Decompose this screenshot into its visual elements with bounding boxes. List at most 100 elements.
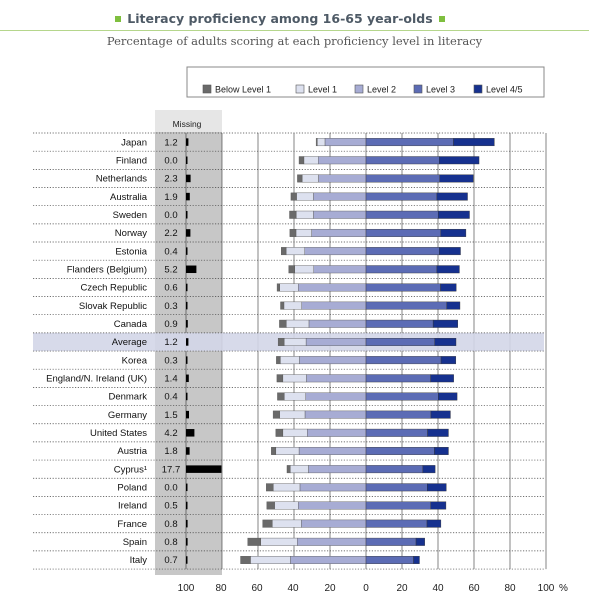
bar-level1-australia [296, 192, 314, 201]
bar-level45-england-n-ireland-uk [430, 374, 454, 383]
missing-header: Missing [173, 119, 202, 129]
bar-level3-czech-republic [365, 283, 441, 292]
missing-value-netherlands: 2.3 [164, 174, 177, 185]
bar-level1-average [283, 338, 307, 346]
bar-level3-sweden [365, 210, 439, 219]
x-tick-label: 20 [324, 583, 336, 594]
missing-bar-canada [186, 320, 188, 328]
bar-level1-ireland [274, 501, 299, 510]
missing-bar-spain [186, 538, 188, 546]
bar-level2-average [305, 338, 367, 346]
country-label-finland: Finland [116, 155, 147, 166]
title-rule [0, 30, 589, 31]
bar-level1-netherlands [301, 174, 319, 183]
missing-value-australia: 1.9 [164, 192, 177, 203]
bar-level1-flanders-belgium [294, 265, 315, 274]
x-axis: 100 80 60 40 20 0 20 40 60 80 100% [178, 583, 568, 594]
bar-level45-cyprus [422, 465, 436, 474]
title-bullet-left-icon [115, 15, 122, 22]
bar-level45-korea [440, 356, 457, 365]
bar-level2-netherlands [318, 174, 367, 183]
country-label-korea: Korea [122, 355, 148, 366]
bar-level2-spain [297, 537, 367, 546]
bar-below1-ireland [266, 501, 275, 510]
bar-level2-sweden [313, 210, 367, 219]
bar-level1-slovak-republic [283, 301, 302, 310]
bar-below1-germany [272, 410, 280, 419]
bar-level3-average [365, 338, 435, 346]
missing-value-average: 1.2 [164, 337, 177, 348]
bar-level3-canada [365, 319, 434, 328]
bar-level2-czech-republic [298, 283, 367, 292]
bar-level1-united-states [282, 428, 308, 437]
bar-level1-austria [275, 447, 300, 455]
country-label-czech-republic: Czech Republic [80, 283, 147, 294]
missing-bar-sweden [186, 211, 188, 219]
bar-level1-italy [250, 556, 291, 564]
country-label-slovak-republic: Slovak Republic [79, 301, 147, 312]
country-label-ireland: Ireland [118, 501, 147, 512]
country-label-australia: Australia [110, 192, 148, 203]
x-tick-label: 40 [432, 583, 444, 594]
missing-bar-cyprus [186, 465, 222, 473]
bar-level3-japan [365, 138, 454, 147]
bar-level2-united-states [307, 428, 367, 437]
missing-value-korea: 0.3 [164, 355, 177, 366]
x-tick-label: 80 [215, 583, 227, 594]
bar-level1-denmark [284, 392, 306, 401]
bar-below1-czech-republic [276, 283, 280, 292]
bar-level1-japan [317, 138, 326, 147]
bar-level45-average [434, 338, 457, 346]
bar-level2-finland [318, 156, 367, 165]
bar-level3-netherlands [365, 174, 441, 183]
bar-level45-norway [440, 228, 467, 237]
chart-title: Literacy proficiency among 16-65 year-ol… [0, 11, 560, 26]
legend-label-below-level-1: Below Level 1 [215, 85, 271, 95]
bar-level45-ireland [430, 501, 447, 510]
missing-value-spain: 0.8 [164, 537, 177, 548]
legend-swatch-level-1 [295, 84, 305, 94]
bar-level45-czech-republic [440, 283, 457, 292]
x-axis-unit: % [559, 583, 568, 594]
missing-bar-germany [186, 410, 189, 419]
bar-level3-england-n-ireland-uk [365, 374, 431, 383]
legend-label-level-4-5: Level 4/5 [486, 85, 523, 95]
country-label-norway: Norway [115, 228, 147, 239]
bar-below1-france [262, 519, 273, 528]
bar-level2-italy [290, 556, 367, 564]
missing-bar-slovak-republic [186, 301, 188, 310]
missing-bar-australia [186, 192, 190, 201]
country-label-united-states: United States [90, 428, 147, 439]
country-label-average: Average [112, 337, 147, 348]
bar-level1-norway [295, 228, 312, 237]
bar-below1-netherlands [297, 174, 303, 183]
bar-level45-poland [427, 483, 447, 492]
legend-swatch-level-2 [354, 84, 364, 94]
chart-subtitle: Percentage of adults scoring at each pro… [106, 34, 483, 48]
bar-level2-cyprus [308, 465, 367, 474]
bar-level3-austria [365, 447, 435, 455]
legend-swatch-level-4-5 [473, 84, 483, 94]
bar-level2-estonia [304, 247, 367, 256]
bar-level45-sweden [437, 210, 470, 219]
x-tick-label: 40 [287, 583, 299, 594]
missing-value-united-states: 4.2 [164, 428, 177, 439]
missing-bar-poland [186, 483, 188, 492]
x-tick-label: 80 [504, 583, 516, 594]
x-tick-label: 100 [538, 583, 555, 594]
legend-box [186, 66, 545, 98]
missing-bar-france [186, 519, 188, 528]
bar-level2-japan [324, 138, 367, 147]
legend-label-level-2: Level 2 [367, 85, 396, 95]
country-label-italy: Italy [130, 555, 148, 566]
missing-value-italy: 0.7 [164, 555, 177, 566]
missing-value-cyprus: 17.7 [162, 464, 181, 475]
bar-level3-united-states [365, 428, 428, 437]
bar-level2-denmark [305, 392, 367, 401]
bar-level45-germany [430, 410, 451, 419]
bar-level45-denmark [438, 392, 458, 401]
bar-below1-cyprus [286, 465, 291, 474]
bar-level3-poland [365, 483, 428, 492]
bar-below1-estonia [281, 247, 287, 256]
